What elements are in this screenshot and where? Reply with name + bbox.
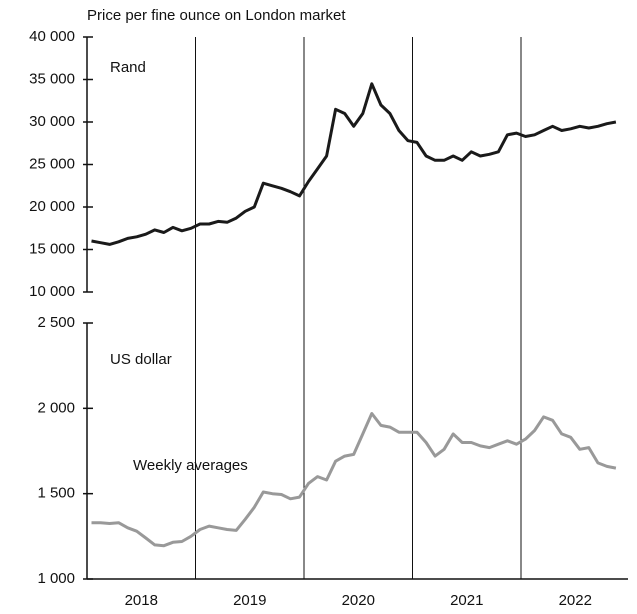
annotation: Weekly averages: [133, 457, 248, 474]
y-tick-label: 25 000: [29, 155, 75, 172]
x-tick-label: 2020: [342, 592, 375, 609]
series-label: Rand: [110, 59, 146, 76]
series-label: US dollar: [110, 351, 172, 368]
y-tick-label: 10 000: [29, 283, 75, 300]
y-tick-label: 35 000: [29, 70, 75, 87]
x-tick-label: 2019: [233, 592, 266, 609]
x-tick-label: 2022: [559, 592, 592, 609]
y-tick-label: 30 000: [29, 113, 75, 130]
line-series: [91, 412, 617, 548]
x-tick-label: 2018: [125, 592, 158, 609]
x-tick-label: 2021: [450, 592, 483, 609]
y-tick-label: 2 500: [37, 314, 75, 331]
y-tick-label: 1 000: [37, 570, 75, 587]
y-tick-label: 2 000: [37, 399, 75, 416]
y-tick-label: 40 000: [29, 28, 75, 45]
y-tick-label: 1 500: [37, 485, 75, 502]
chart-title: Price per fine ounce on London market: [87, 7, 346, 24]
line-series: [91, 82, 617, 246]
y-tick-label: 15 000: [29, 240, 75, 257]
y-tick-label: 20 000: [29, 198, 75, 215]
